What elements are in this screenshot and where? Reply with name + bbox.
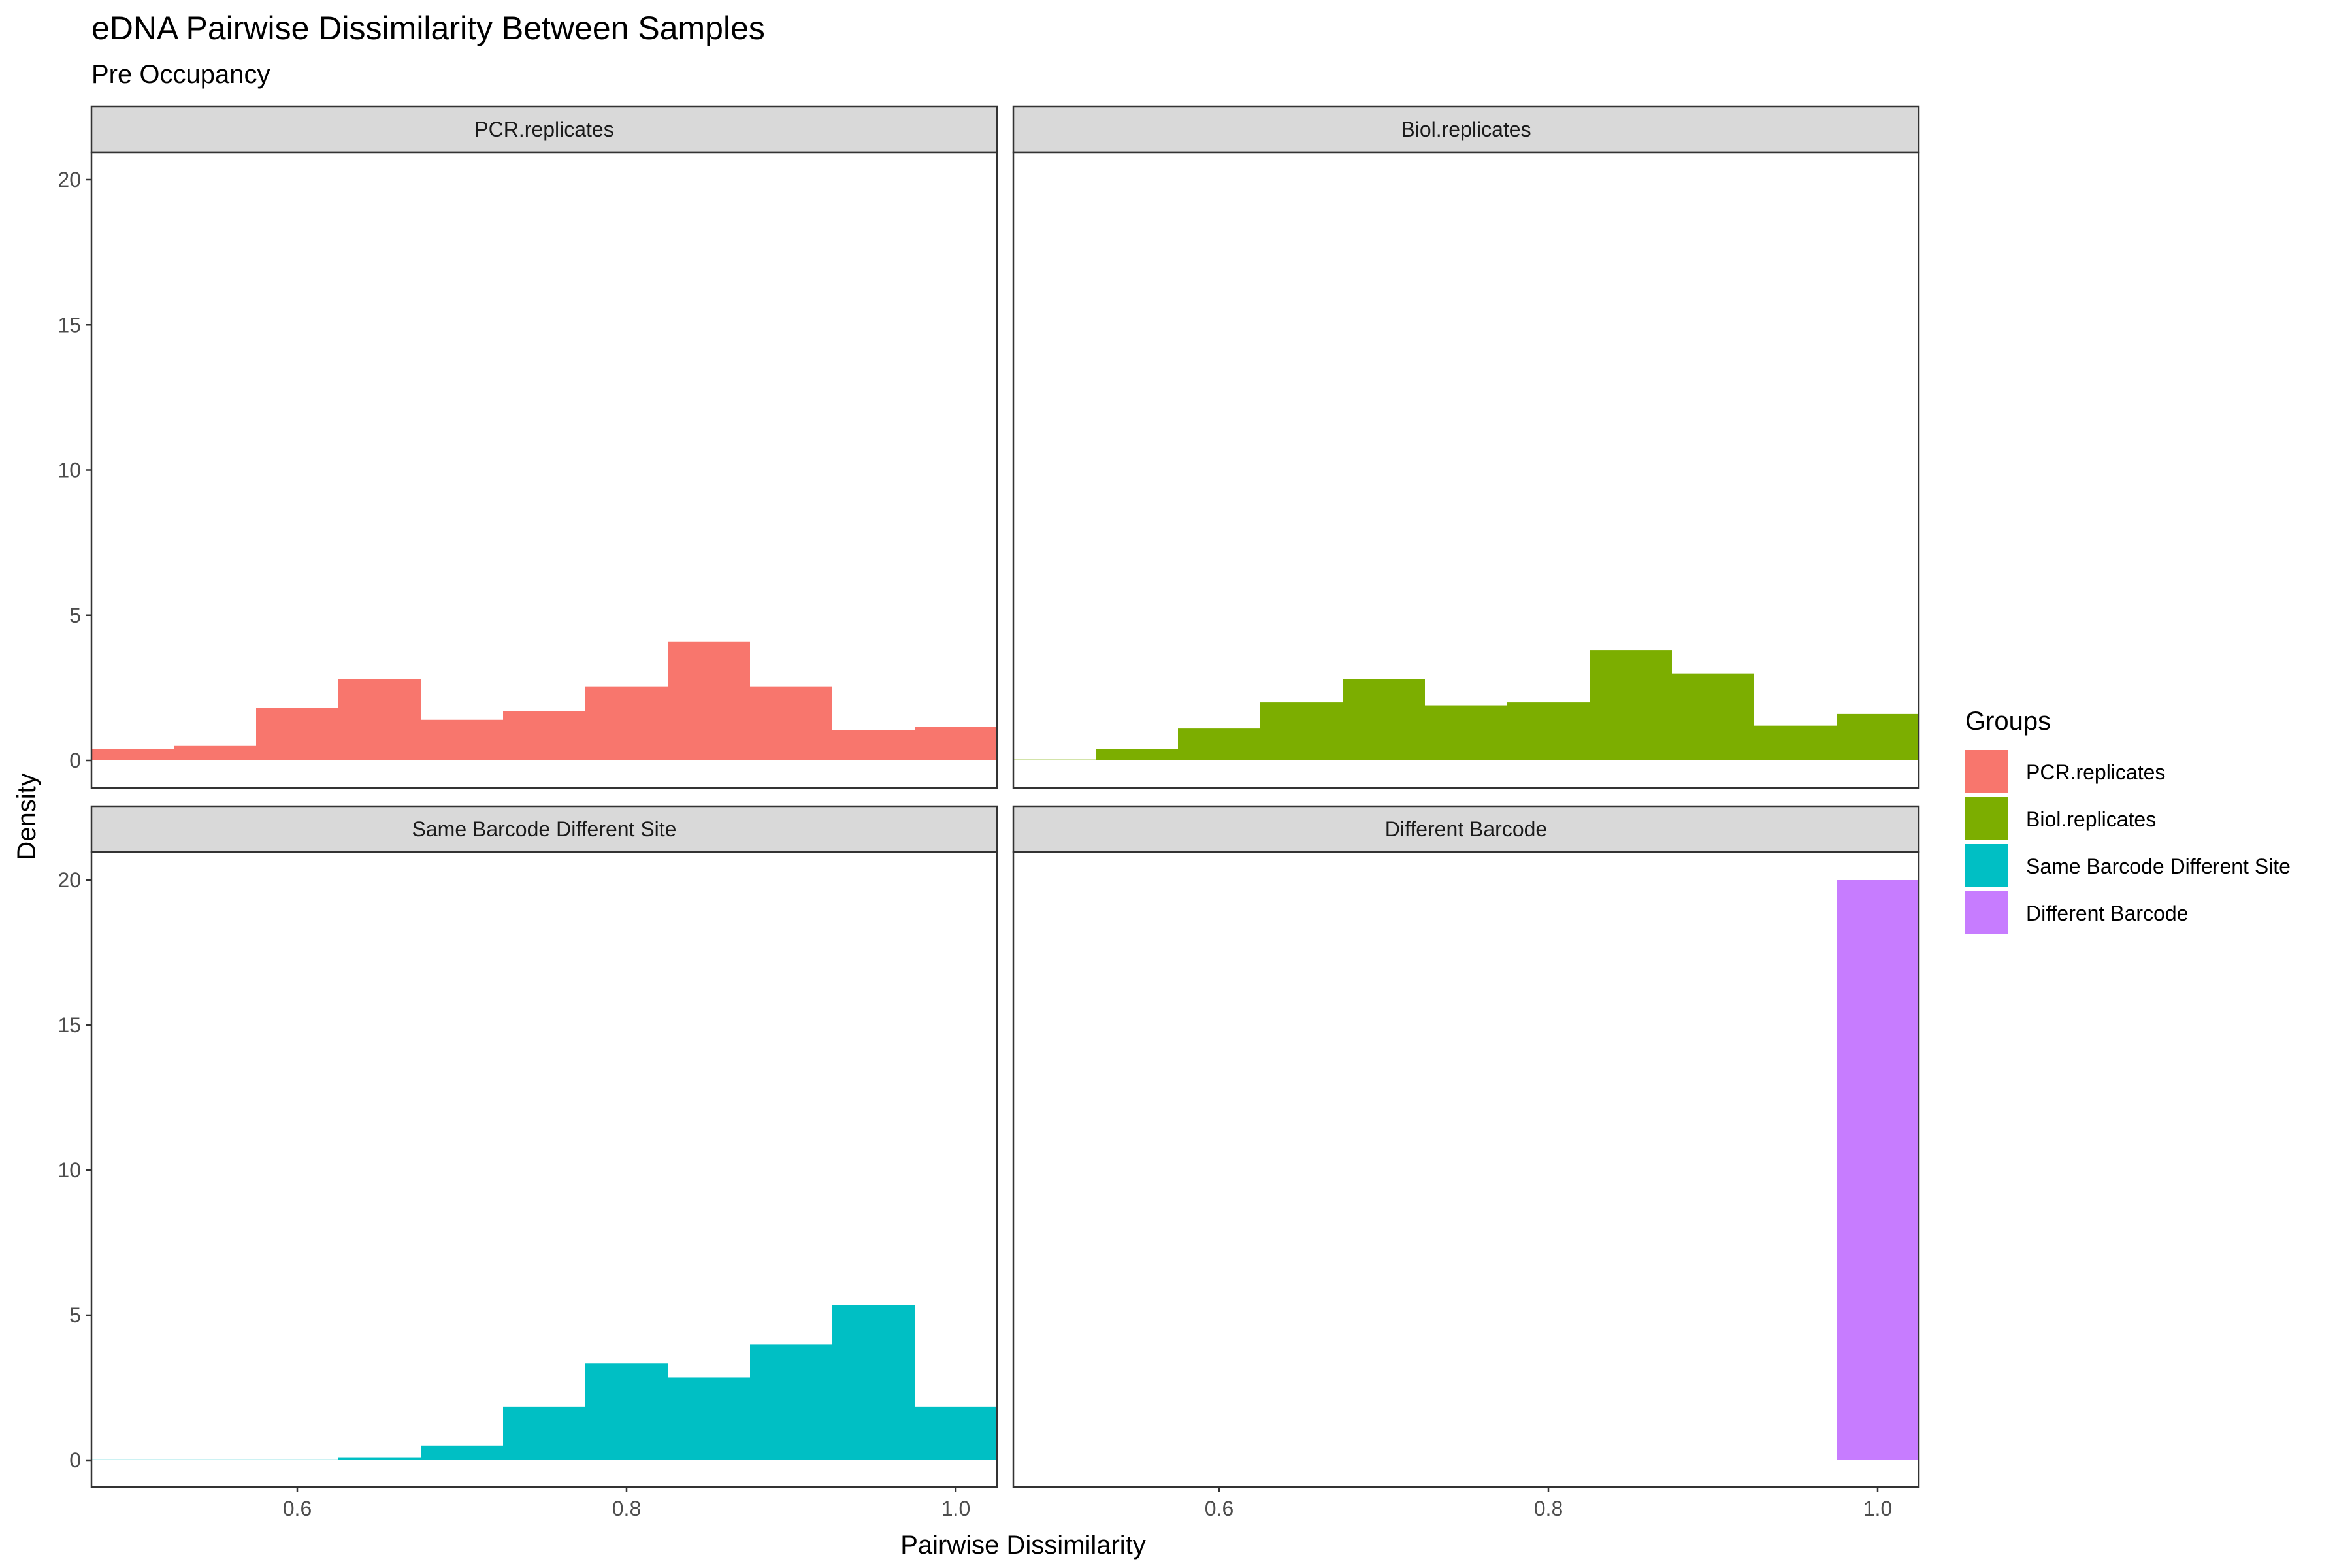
- histogram-bar: [750, 1344, 832, 1460]
- y-tick-label: 10: [57, 1158, 81, 1182]
- x-axis-title: Pairwise Dissimilarity: [900, 1531, 1146, 1560]
- histogram-bar: [256, 708, 338, 760]
- chart-subtitle: Pre Occupancy: [91, 60, 270, 89]
- legend-key: [1965, 891, 2008, 934]
- y-tick-label: 5: [69, 604, 81, 627]
- histogram-bar: [1425, 705, 1507, 760]
- x-tick-label: 1.0: [1863, 1497, 1892, 1520]
- histogram-bar: [750, 686, 832, 760]
- y-tick-label: 15: [57, 313, 81, 336]
- legend-label: PCR.replicates: [2026, 760, 2165, 784]
- histogram-bar: [1590, 650, 1672, 760]
- histogram-bar: [668, 1377, 750, 1460]
- facet-strip-label: Same Barcode Different Site: [412, 817, 677, 841]
- histogram-bar: [1837, 880, 1919, 1460]
- histogram-bar: [174, 745, 256, 760]
- y-axis-title: Density: [12, 773, 41, 860]
- legend-title: Groups: [1965, 707, 2051, 736]
- y-tick-label: 5: [69, 1303, 81, 1327]
- panel-4: Different Barcode 0.6 0.8 1.0: [1012, 805, 1920, 1520]
- histogram-bar: [585, 686, 668, 760]
- x-tick-label: 0.8: [612, 1497, 641, 1520]
- histogram-bar: [915, 727, 997, 760]
- chart-title: eDNA Pairwise Dissimilarity Between Samp…: [91, 10, 765, 46]
- histogram-bar: [585, 1363, 668, 1460]
- y-tick-label: 0: [69, 749, 81, 772]
- x-tick-label: 0.6: [283, 1497, 312, 1520]
- facet-strip: [1012, 805, 1920, 853]
- legend-label: Biol.replicates: [2026, 808, 2156, 831]
- panel-1: PCR.replicates 0 5 10 15 20: [57, 105, 998, 789]
- facet-strip: [90, 805, 998, 853]
- histogram-bar: [1178, 728, 1260, 760]
- legend-key: [1965, 844, 2008, 887]
- legend: Groups PCR.replicates Biol.replicates Same…: [1965, 707, 2291, 934]
- panel-border: [1012, 151, 1920, 789]
- panel-border: [1012, 851, 1920, 1488]
- x-tick-label: 0.6: [1205, 1497, 1233, 1520]
- facet-panels: PCR.replicates 0 5 10 15 20 Biol.replicates Sam…: [57, 105, 1920, 1520]
- y-tick-label: 0: [69, 1448, 81, 1472]
- panel-background: [1013, 152, 1919, 788]
- histogram-bar: [421, 1445, 503, 1460]
- histogram-bar: [338, 679, 421, 760]
- facet-strip-label: PCR.replicates: [474, 118, 613, 141]
- histogram-bar: [421, 719, 503, 760]
- histogram-bar: [915, 1406, 997, 1460]
- histogram-bar: [338, 1457, 421, 1460]
- panel-background: [91, 152, 997, 788]
- histogram-bar: [832, 1305, 915, 1460]
- legend-key: [1965, 797, 2008, 840]
- facet-strip-label: Biol.replicates: [1401, 118, 1531, 141]
- histogram-bar: [1672, 673, 1754, 760]
- facet-strip: [90, 105, 998, 154]
- histogram-bar: [1096, 749, 1178, 760]
- histogram-bar: [668, 641, 750, 760]
- legend-label: Different Barcode: [2026, 902, 2188, 925]
- panel-background: [1013, 852, 1919, 1487]
- histogram-bar: [1837, 713, 1919, 760]
- histogram-bar: [832, 730, 915, 760]
- histogram-bar: [503, 1406, 585, 1460]
- facet-strip-label: Different Barcode: [1385, 817, 1547, 841]
- histogram-bar: [1507, 702, 1590, 760]
- y-tick-label: 10: [57, 459, 81, 482]
- panel-3: Same Barcode Different Site 0 5 10 15 20 0.6 0.…: [57, 805, 998, 1520]
- x-tick-label: 0.8: [1534, 1497, 1563, 1520]
- panel-2: Biol.replicates: [1012, 105, 1920, 789]
- y-tick-label: 20: [57, 868, 81, 892]
- x-tick-label: 1.0: [941, 1497, 970, 1520]
- histogram-bar: [1343, 679, 1425, 760]
- histogram-bar: [1260, 702, 1343, 760]
- y-tick-label: 15: [57, 1013, 81, 1037]
- legend-key: [1965, 750, 2008, 793]
- y-tick-label: 20: [57, 168, 81, 191]
- histogram-bar: [503, 711, 585, 760]
- facet-strip: [1012, 105, 1920, 154]
- legend-label: Same Barcode Different Site: [2026, 855, 2291, 878]
- histogram-bar: [91, 749, 174, 760]
- histogram-bar: [1754, 725, 1837, 760]
